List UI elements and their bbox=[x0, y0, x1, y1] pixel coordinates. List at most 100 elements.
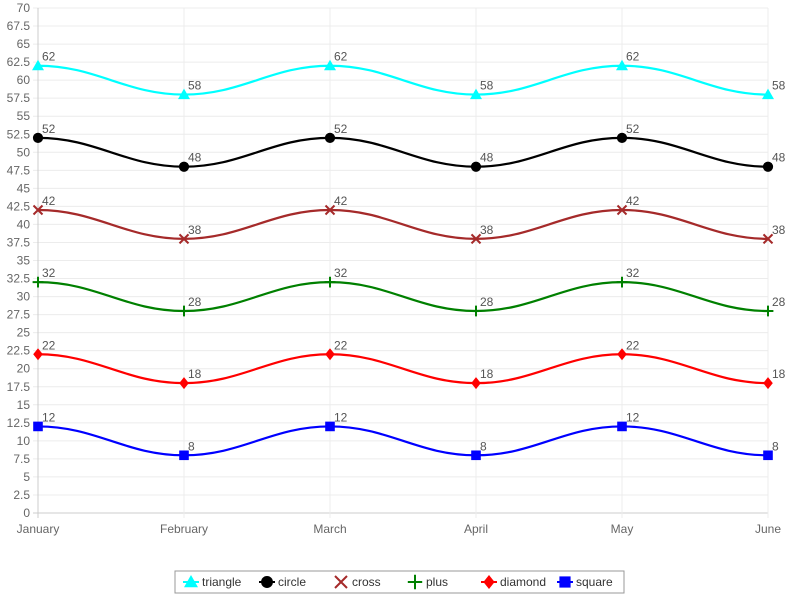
legend-label-diamond: diamond bbox=[500, 575, 546, 589]
data-point-diamond bbox=[325, 348, 335, 361]
series-line-square bbox=[37, 425, 769, 457]
data-label-plus: 32 bbox=[42, 266, 56, 280]
legend-marker-cross bbox=[334, 575, 348, 589]
data-label-square: 8 bbox=[480, 439, 487, 453]
legend-marker-square bbox=[559, 576, 571, 588]
data-point-circle bbox=[324, 132, 336, 143]
data-label-diamond: 18 bbox=[480, 367, 494, 381]
y-tick-label: 40 bbox=[17, 217, 31, 231]
y-tick-label: 20 bbox=[17, 362, 31, 376]
y-tick-label: 2.5 bbox=[13, 488, 30, 502]
y-tick-label: 67.5 bbox=[7, 19, 31, 33]
y-tick-label: 27.5 bbox=[7, 308, 31, 322]
data-label-triangle: 58 bbox=[188, 79, 202, 93]
legend-label-triangle: triangle bbox=[202, 575, 242, 589]
data-point-circle bbox=[178, 161, 190, 172]
data-point-circle bbox=[616, 132, 628, 143]
y-tick-label: 32.5 bbox=[7, 272, 31, 286]
data-label-cross: 42 bbox=[334, 194, 348, 208]
data-point-triangle bbox=[178, 88, 190, 100]
data-label-cross: 38 bbox=[480, 223, 494, 237]
data-point-triangle bbox=[324, 59, 336, 71]
legend-box bbox=[174, 570, 625, 594]
y-tick-label: 35 bbox=[17, 254, 31, 268]
data-label-cross: 38 bbox=[188, 223, 202, 237]
y-tick-label: 5 bbox=[23, 470, 30, 484]
y-tick-label: 60 bbox=[17, 73, 31, 87]
y-tick-label: 7.5 bbox=[13, 452, 30, 466]
data-point-cross bbox=[32, 204, 44, 216]
data-point-plus bbox=[324, 276, 336, 288]
data-label-diamond: 18 bbox=[772, 367, 786, 381]
data-label-plus: 32 bbox=[334, 266, 348, 280]
data-label-square: 8 bbox=[772, 439, 779, 453]
data-point-cross bbox=[762, 233, 774, 245]
legend-item-circle: circle bbox=[259, 575, 306, 589]
y-tick-label: 30 bbox=[17, 290, 31, 304]
data-point-square bbox=[763, 450, 773, 461]
y-tick-label: 0 bbox=[23, 506, 30, 520]
y-tick-label: 17.5 bbox=[7, 380, 31, 394]
series-triangle: 62 58 62 58 62 58 bbox=[32, 50, 786, 100]
data-label-circle: 48 bbox=[188, 151, 202, 165]
legend-item-triangle: triangle bbox=[183, 575, 242, 589]
y-tick-label: 65 bbox=[17, 37, 31, 51]
x-tick-label: March bbox=[313, 522, 346, 536]
data-point-square bbox=[179, 450, 189, 461]
y-tick-label: 62.5 bbox=[7, 55, 31, 69]
legend: triangle circle cross plus diamond square bbox=[174, 570, 625, 594]
y-tick-label: 45 bbox=[17, 181, 31, 195]
legend-label-square: square bbox=[576, 575, 613, 589]
data-point-diamond bbox=[33, 348, 43, 361]
x-tick-label: February bbox=[160, 522, 208, 536]
grid bbox=[33, 7, 769, 518]
y-tick-label: 55 bbox=[17, 109, 31, 123]
data-point-cross bbox=[324, 204, 336, 216]
data-label-triangle: 62 bbox=[626, 50, 640, 64]
data-point-square bbox=[617, 421, 627, 432]
data-point-cross bbox=[178, 233, 190, 245]
data-label-plus: 28 bbox=[772, 295, 786, 309]
data-label-plus: 32 bbox=[626, 266, 640, 280]
data-label-triangle: 58 bbox=[480, 79, 494, 93]
y-tick-label: 15 bbox=[17, 398, 31, 412]
legend-label-plus: plus bbox=[426, 575, 448, 589]
data-label-plus: 28 bbox=[188, 295, 202, 309]
data-label-diamond: 22 bbox=[42, 338, 56, 352]
data-label-square: 12 bbox=[626, 410, 640, 424]
y-tick-label: 50 bbox=[17, 145, 31, 159]
y-tick-label: 22.5 bbox=[7, 344, 31, 358]
legend-label-circle: circle bbox=[278, 575, 306, 589]
legend-marker-circle bbox=[261, 576, 273, 588]
legend-marker-triangle bbox=[184, 575, 198, 588]
data-label-plus: 28 bbox=[480, 295, 494, 309]
data-point-square bbox=[33, 421, 43, 432]
data-label-diamond: 22 bbox=[626, 338, 640, 352]
y-tick-label: 37.5 bbox=[7, 235, 31, 249]
legend-marker-diamond bbox=[483, 575, 495, 589]
data-label-circle: 52 bbox=[626, 122, 640, 136]
data-point-triangle bbox=[616, 59, 628, 71]
x-tick-label: June bbox=[755, 522, 781, 536]
y-tick-label: 12.5 bbox=[7, 416, 31, 430]
data-point-circle bbox=[762, 161, 774, 172]
x-tick-label: April bbox=[464, 522, 488, 536]
series-line-circle bbox=[37, 136, 769, 168]
series-line-cross bbox=[37, 208, 769, 240]
series-circle: 52 48 52 48 52 48 bbox=[32, 122, 786, 172]
series-cross: 42 38 42 38 42 38 bbox=[32, 194, 786, 245]
data-point-plus bbox=[616, 276, 628, 288]
data-point-plus bbox=[762, 305, 774, 317]
data-point-triangle bbox=[32, 59, 44, 71]
y-tick-label: 42.5 bbox=[7, 199, 31, 213]
data-point-plus bbox=[32, 276, 44, 288]
axes: 02.557.51012.51517.52022.52527.53032.535… bbox=[7, 1, 782, 536]
data-label-cross: 38 bbox=[772, 223, 786, 237]
data-point-plus bbox=[470, 305, 482, 317]
data-label-cross: 42 bbox=[626, 194, 640, 208]
legend-item-plus: plus bbox=[407, 574, 448, 590]
y-tick-label: 47.5 bbox=[7, 163, 31, 177]
x-tick-label: May bbox=[611, 522, 634, 536]
legend-item-cross: cross bbox=[334, 575, 381, 589]
